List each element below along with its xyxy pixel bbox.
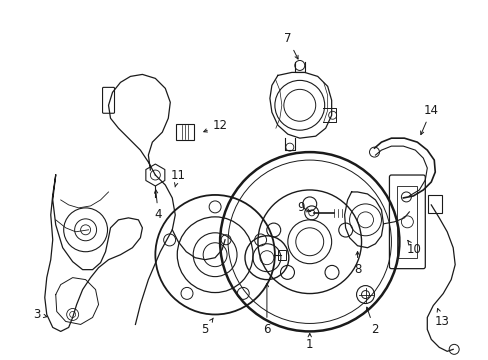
Text: 8: 8 [353,252,361,276]
Text: 5: 5 [201,318,213,336]
Text: 10: 10 [406,240,421,256]
Text: 13: 13 [434,309,449,328]
Text: 11: 11 [170,168,185,187]
Text: 3: 3 [33,308,47,321]
Text: 9: 9 [297,201,310,215]
Text: 14: 14 [420,104,438,135]
Text: 1: 1 [305,333,313,351]
Text: 4: 4 [154,190,162,221]
Text: 6: 6 [263,283,270,336]
Text: 12: 12 [203,119,227,132]
Text: 2: 2 [366,307,378,336]
Text: 7: 7 [284,32,298,59]
